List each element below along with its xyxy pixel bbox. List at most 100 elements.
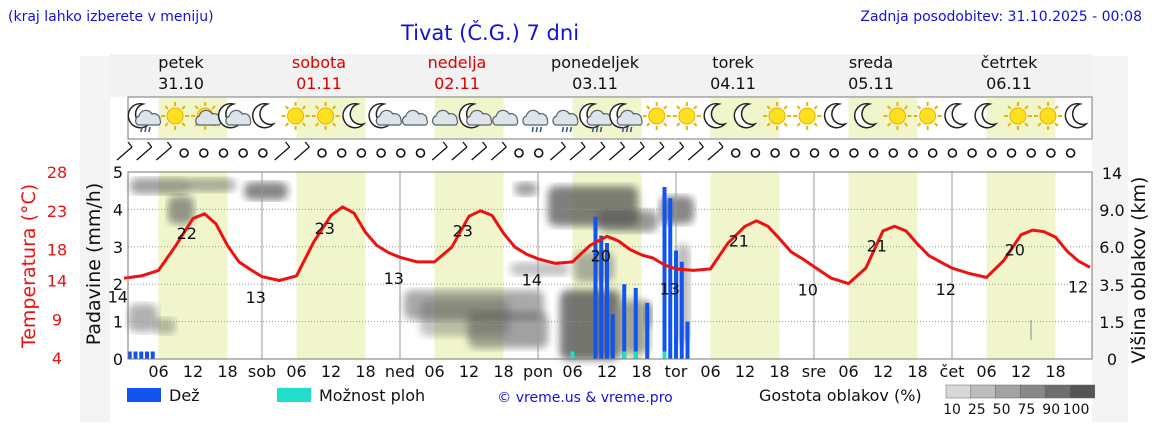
rain-bar [599,235,604,359]
day-date: 31.10 [158,74,204,93]
temperature-tick: 23 [47,202,67,221]
rain-icon [522,109,549,133]
temperature-label: 10 [798,280,818,299]
wind-barb-flag [580,141,586,148]
wind-barb-flag [639,141,645,148]
wind-barb-flag [560,141,566,148]
hour-tick: 18 [631,362,651,381]
wind-barb-flag [600,141,606,148]
last-update: Zadnja posodobitev: 31.10.2025 - 00:08 [860,9,1142,25]
moon-icon [974,102,999,129]
cloud-density-layer [128,178,1032,360]
rain-bar [610,314,615,359]
sun-ray [301,105,307,110]
moon-crescent [733,102,758,129]
day-date: 03.11 [572,74,618,93]
copyright-link[interactable]: © vreme.us & vreme.pro [497,390,672,406]
cloud-patch [186,178,236,192]
sun-disc [798,107,816,125]
calm-wind-icon [1065,148,1076,158]
cloud-scale-swatch [1069,384,1096,399]
calm-wind-icon [514,148,524,158]
sun-ray [1007,122,1012,127]
shower-bars [570,351,667,359]
cloud-height-tick: 1.5 [1099,313,1124,332]
moon-crescent [854,102,878,129]
temperature-tick: 18 [47,241,67,260]
sun-ray [903,122,909,127]
moon-icon [1064,102,1089,129]
wind-barb-flag [501,141,507,148]
sun-icon [161,102,190,130]
hour-tick: 12 [459,362,479,381]
day-name: sobota [292,53,346,72]
rain-bar [674,250,678,359]
hour-tick: 12 [321,362,341,381]
rain-bar [593,216,598,359]
sun-ray [676,105,681,110]
moon-icon [944,102,969,129]
calm-wind-icon [218,148,229,158]
rain-icon [552,109,579,133]
calm-wind-icon [533,148,544,158]
temperature-tick: 4 [52,349,62,368]
hour-tick: 06 [562,362,582,381]
sun-ray [301,122,307,127]
wind-barb-icon [628,146,645,161]
temperature-label: 12 [1068,277,1088,296]
calm-wind-icon [908,148,918,158]
rain-bar [127,351,132,359]
calm-wind-icon [415,148,426,158]
region-select-hint[interactable]: (kraj lahko izberete v meniju) [8,9,214,25]
sun-ray [314,105,320,110]
wind-barb-icon [589,146,606,161]
cloud-scale-swatch [995,384,1021,399]
cloud-icon [401,109,428,126]
sun-ray [663,122,668,127]
legend-showers-swatch [277,388,311,402]
moon-icon [252,102,276,129]
wind-barb-icon [687,146,704,161]
cloud-scale-label: 75 [1017,402,1035,418]
hour-tick: 18 [493,362,513,381]
rain-bar [133,351,138,359]
sun-icon [1034,102,1062,130]
rain-bar [139,351,144,359]
wind-barb-flag [442,141,448,148]
rain-drop [561,126,565,133]
rain-drop [148,126,151,133]
sun-icon [793,102,822,130]
day-abbr-tick: sre [802,362,826,381]
rain-bar [685,321,690,359]
wind-barb-icon [609,146,625,161]
temperature-line [123,205,1091,286]
sun-disc [287,107,304,125]
wind-barb-flag [698,141,704,148]
hour-tick: 12 [873,362,893,381]
sun-ray [886,122,892,127]
calm-wind-icon [395,148,406,158]
temperature-label: 12 [936,280,956,299]
cloud-height-tick: 0 [1107,350,1117,369]
moon-cloud-icon [458,102,493,129]
hour-tick: 18 [355,362,375,381]
wind-barb-flag [462,141,468,148]
temperature-label: 14 [522,270,542,289]
hour-tick: 18 [769,362,789,381]
calm-wind-icon [750,148,761,158]
rain-bars [127,186,690,359]
rain-drop [140,126,143,133]
calm-wind-icon [376,148,386,158]
cloud-shape [432,109,459,126]
sun-ray [181,105,186,110]
rain-drop [591,126,595,133]
cloud-shape [375,109,402,126]
sun-disc [1039,107,1057,125]
rain-bar [145,351,149,359]
moon-rain-icon [609,102,643,133]
sun-ray [903,105,909,110]
wind-barb-flag [304,141,310,148]
precip-axis-label: Padavine (mm/h) [83,183,105,346]
hour-tick: 12 [735,362,755,381]
